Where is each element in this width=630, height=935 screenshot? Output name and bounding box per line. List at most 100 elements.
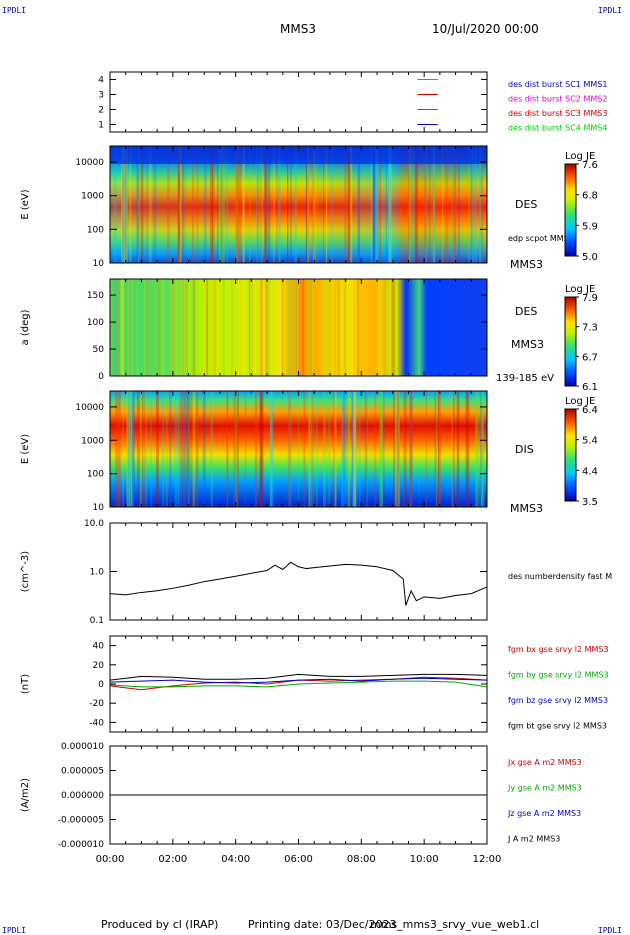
spectrogram-stripe <box>120 279 124 376</box>
spectrogram-stripe <box>260 391 264 507</box>
spectrogram-stripe <box>124 146 129 263</box>
spectrogram-stripe <box>153 146 157 263</box>
colorbar-tick-label: 7.6 <box>582 160 598 171</box>
spectrogram-stripe <box>123 146 125 263</box>
x-tick-label: 12:00 <box>473 854 502 865</box>
spectrogram-stripe <box>344 279 347 376</box>
spectrogram-stripe <box>211 391 213 507</box>
spectrogram-stripe <box>476 391 480 507</box>
spectrogram-stripe <box>276 146 278 263</box>
spectrogram-stripe <box>480 391 482 507</box>
spectrogram-stripe <box>185 279 188 376</box>
spectrogram-stripe <box>123 146 126 263</box>
spectrogram-stripe <box>259 146 261 263</box>
spectrogram-stripe <box>470 146 473 263</box>
spectrogram-stripe <box>353 391 356 507</box>
spectrogram-stripe <box>434 391 437 507</box>
spectrogram-stripe <box>124 146 127 263</box>
spectrogram-stripe <box>195 391 199 507</box>
spectrogram-stripe <box>210 391 213 507</box>
spectrogram-stripe <box>347 391 351 507</box>
colorbar-title: Log JE <box>565 151 595 162</box>
spectrogram-stripe <box>235 146 239 263</box>
spectrogram-stripe <box>225 146 229 263</box>
spectrogram-stripe <box>257 146 259 263</box>
y-tick-label: 3 <box>98 91 104 101</box>
spectrogram-stripe <box>425 146 427 263</box>
spectrogram-stripe <box>412 146 416 263</box>
spectrogram-stripe <box>220 146 223 263</box>
spectrogram-stripe <box>341 391 344 507</box>
spectrogram-stripe <box>479 146 481 263</box>
spectrogram-stripe <box>178 146 182 263</box>
spectrogram-stripe <box>398 391 401 507</box>
spectrogram-stripe <box>344 279 348 376</box>
density-legend: des numberdensity fast M <box>508 572 612 581</box>
spectrogram-stripe <box>129 146 132 263</box>
x-tick-label: 06:00 <box>284 854 313 865</box>
spectrogram-stripe <box>399 279 402 376</box>
density-line <box>109 561 488 606</box>
spectrogram-stripe <box>332 391 336 507</box>
corner-label-top-right: IPDLI <box>597 6 622 15</box>
spectrogram-stripe <box>209 146 214 263</box>
spectrogram-stripe <box>121 146 125 263</box>
spectrogram-stripe <box>381 391 384 507</box>
spectrogram-stripe <box>183 391 186 507</box>
spectrogram-stripe <box>481 391 484 507</box>
spectrogram-stripe <box>323 391 326 507</box>
spectrogram-stripe <box>177 391 180 507</box>
spectrogram-stripe <box>187 391 190 507</box>
y-tick-label: 100 <box>87 470 104 480</box>
dis-energy-ylabel: E (eV) <box>20 434 31 464</box>
colorbar-tick-label: 5.9 <box>582 221 598 232</box>
spectrogram-stripe <box>374 146 377 263</box>
spectrogram-stripe <box>346 146 348 263</box>
spectrogram-stripe <box>445 146 449 263</box>
spectrogram-stripe <box>288 391 292 507</box>
spectrogram-stripe <box>351 391 354 507</box>
spectrogram-stripe <box>349 146 353 263</box>
spectrogram-stripe <box>202 279 205 376</box>
spectrogram-stripe <box>309 279 312 376</box>
spectrogram-stripe <box>181 146 185 263</box>
des-pitch-colorbar <box>564 296 577 387</box>
spectrogram-stripe <box>242 146 245 263</box>
bfield-legend: fgm bx gse srvy l2 MMS3 <box>508 645 609 654</box>
spectrogram-stripe <box>312 146 315 263</box>
spectrogram-stripe <box>343 279 347 376</box>
spectrogram-stripe <box>389 146 392 263</box>
spectrogram-stripe <box>474 146 478 263</box>
spectrogram-stripe <box>330 146 334 263</box>
spectrogram-stripe <box>165 391 168 507</box>
spectrogram-stripe <box>128 391 131 507</box>
edp-scpot-label: edp scpot MMS3 <box>508 234 574 243</box>
spectrogram-stripe <box>391 279 395 376</box>
spectrogram-stripe <box>192 279 196 376</box>
corner-label-top-left: IPDLI <box>2 6 27 15</box>
spectrogram-stripe <box>155 391 159 507</box>
legend-entry: des dist burst SC1 MMS1 <box>508 80 607 89</box>
spectrogram-stripe <box>222 279 225 376</box>
spectrogram-stripe <box>269 391 274 507</box>
spectrogram-stripe <box>182 279 184 376</box>
current-legend: Jy gse A m2 MMS3 <box>507 784 582 793</box>
footer-script-name: mms_mms3_srvy_vue_web1.cl <box>370 918 540 931</box>
y-tick-label: 100 <box>87 225 104 235</box>
spectrogram-stripe <box>344 146 346 263</box>
spectrogram-stripe <box>371 146 373 263</box>
spectrogram-stripe <box>346 279 349 376</box>
spectrogram-stripe <box>221 146 223 263</box>
spectrogram-stripe <box>311 391 313 507</box>
spectrogram-stripe <box>482 391 485 507</box>
spectrogram-stripe <box>131 279 133 376</box>
y-tick-label: -0.000005 <box>58 816 104 826</box>
spectrogram-stripe <box>235 146 239 263</box>
spectrogram-stripe <box>435 391 438 507</box>
spectrogram-stripe <box>267 279 271 376</box>
bfield-line <box>109 677 488 684</box>
spectrogram-stripe <box>184 146 186 263</box>
y-tick-label: 1000 <box>81 192 104 202</box>
current-legend: Jx gse A m2 MMS3 <box>507 758 582 767</box>
des-pitch-sc-label: MMS3 <box>511 338 544 351</box>
